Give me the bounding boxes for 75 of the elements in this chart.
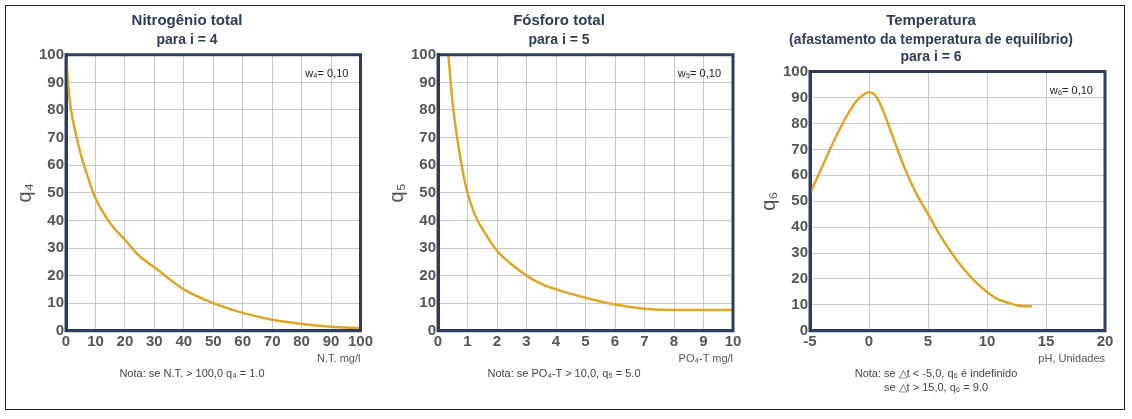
x-tick-label: 100 bbox=[347, 331, 373, 349]
x-tick-label: 1 bbox=[463, 331, 472, 349]
y-axis-title: q₆ bbox=[756, 191, 779, 211]
x-tick-label: 5 bbox=[923, 331, 933, 349]
x-tick-label: 8 bbox=[669, 331, 679, 349]
y-tick-label: 10 bbox=[791, 295, 809, 313]
y-tick-label: 70 bbox=[419, 127, 437, 145]
y-tick-label: 30 bbox=[791, 243, 809, 261]
y-tick-label: 80 bbox=[791, 113, 809, 131]
y-tick-label: 10 bbox=[419, 293, 437, 311]
y-tick-label: 80 bbox=[419, 100, 437, 118]
y-tick-label: 100 bbox=[411, 44, 437, 62]
y-tick-label: 30 bbox=[419, 238, 437, 256]
text: Nota: se PO₄-T > 10,0, q₅ = 5.0 bbox=[487, 366, 641, 380]
x-tick-label: 15 bbox=[1037, 331, 1055, 349]
y-tick-label: 50 bbox=[47, 182, 65, 200]
chart-subtitle: para i = 5 bbox=[528, 31, 590, 48]
y-tick-label: 50 bbox=[791, 191, 809, 209]
text: Nota: se △t < -5,0, q₆ é indefinido se △t > 15,0, q₆ = 9.0 bbox=[854, 366, 1018, 394]
y-tick-label: 30 bbox=[47, 238, 65, 256]
x-tick-label: 2 bbox=[492, 331, 502, 349]
chart-title: Fósforo total bbox=[513, 11, 605, 29]
x-tick-label: 4 bbox=[551, 331, 561, 349]
x-tick-label: 10 bbox=[87, 331, 104, 349]
x-axis-title: pH, Unidades bbox=[1038, 352, 1106, 365]
x-tick-label: 3 bbox=[522, 331, 531, 349]
x-tick-label: 5 bbox=[581, 331, 590, 349]
x-tick-label: 70 bbox=[263, 331, 281, 349]
x-tick-label: 40 bbox=[175, 331, 193, 349]
line-series bbox=[66, 54, 361, 330]
x-tick-label: 90 bbox=[322, 331, 340, 349]
y-tick-label: 40 bbox=[791, 217, 809, 235]
y-axis-title: q₅ bbox=[384, 183, 407, 203]
x-tick-label: 9 bbox=[699, 331, 708, 349]
y-tick-label: 10 bbox=[47, 293, 65, 311]
x-tick-label: 0 bbox=[864, 331, 874, 349]
y-tick-label: 70 bbox=[791, 139, 809, 157]
y-tick-label: 20 bbox=[419, 265, 437, 283]
y-tick-label: 20 bbox=[791, 269, 809, 287]
y-tick-label: 0 bbox=[799, 320, 809, 338]
y-tick-label: 80 bbox=[47, 100, 65, 118]
y-tick-label: 90 bbox=[791, 87, 809, 105]
x-tick-label: 20 bbox=[116, 331, 134, 349]
line-series bbox=[810, 91, 1034, 308]
x-tick-label: 7 bbox=[640, 331, 649, 349]
x-tick-label: 10 bbox=[724, 331, 742, 349]
y-tick-label: 60 bbox=[791, 165, 809, 183]
y-axis-title: q₄ bbox=[12, 183, 35, 203]
y-tick-label: 40 bbox=[419, 210, 437, 228]
chart-subtitle: para i = 4 bbox=[156, 31, 218, 48]
x-tick-label: 20 bbox=[1096, 331, 1114, 349]
y-tick-label: 40 bbox=[47, 210, 65, 228]
y-tick-label: 60 bbox=[47, 155, 65, 173]
x-tick-label: 80 bbox=[293, 331, 310, 349]
y-tick-label: 50 bbox=[419, 182, 437, 200]
y-tick-label: 90 bbox=[47, 72, 65, 90]
x-axis-title: PO₄-T mg/l bbox=[678, 352, 733, 365]
y-tick-label: 100 bbox=[39, 44, 65, 62]
x-tick-label: 6 bbox=[610, 331, 620, 349]
x-tick-label: 60 bbox=[234, 331, 252, 349]
y-tick-label: 20 bbox=[47, 265, 65, 283]
x-axis-title: N.T. mg/l bbox=[317, 352, 361, 365]
y-tick-label: 60 bbox=[419, 155, 437, 173]
y-tick-label: 90 bbox=[419, 72, 437, 90]
x-tick-label: 50 bbox=[204, 331, 222, 349]
text: Nota: se N.T. > 100,0 q₄ = 1.0 bbox=[119, 366, 265, 380]
y-tick-label: 70 bbox=[47, 127, 65, 145]
annotation: w₅= 0,10 bbox=[676, 67, 721, 80]
line-series bbox=[447, 54, 733, 312]
chart-title: Temperatura bbox=[886, 11, 977, 29]
annotation: w₄= 0,10 bbox=[304, 67, 349, 80]
chart-title: Nitrogênio total bbox=[131, 11, 243, 29]
x-tick-label: 10 bbox=[978, 331, 996, 349]
x-tick-label: 30 bbox=[146, 331, 163, 349]
annotation: w₆= 0,10 bbox=[1048, 84, 1093, 97]
